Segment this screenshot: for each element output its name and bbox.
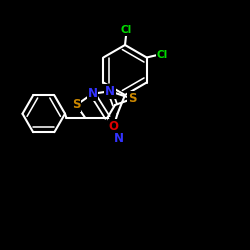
Text: Cl: Cl bbox=[120, 25, 132, 35]
Text: O: O bbox=[109, 120, 119, 133]
Text: Cl: Cl bbox=[157, 50, 168, 60]
Text: N: N bbox=[114, 132, 124, 145]
Text: O: O bbox=[109, 120, 119, 133]
Text: N: N bbox=[105, 85, 115, 98]
Text: Cl: Cl bbox=[120, 25, 132, 35]
Text: S: S bbox=[128, 92, 137, 105]
Text: Cl: Cl bbox=[157, 50, 168, 60]
Text: S: S bbox=[72, 98, 80, 112]
Text: N: N bbox=[114, 132, 124, 145]
Text: N: N bbox=[88, 87, 98, 100]
